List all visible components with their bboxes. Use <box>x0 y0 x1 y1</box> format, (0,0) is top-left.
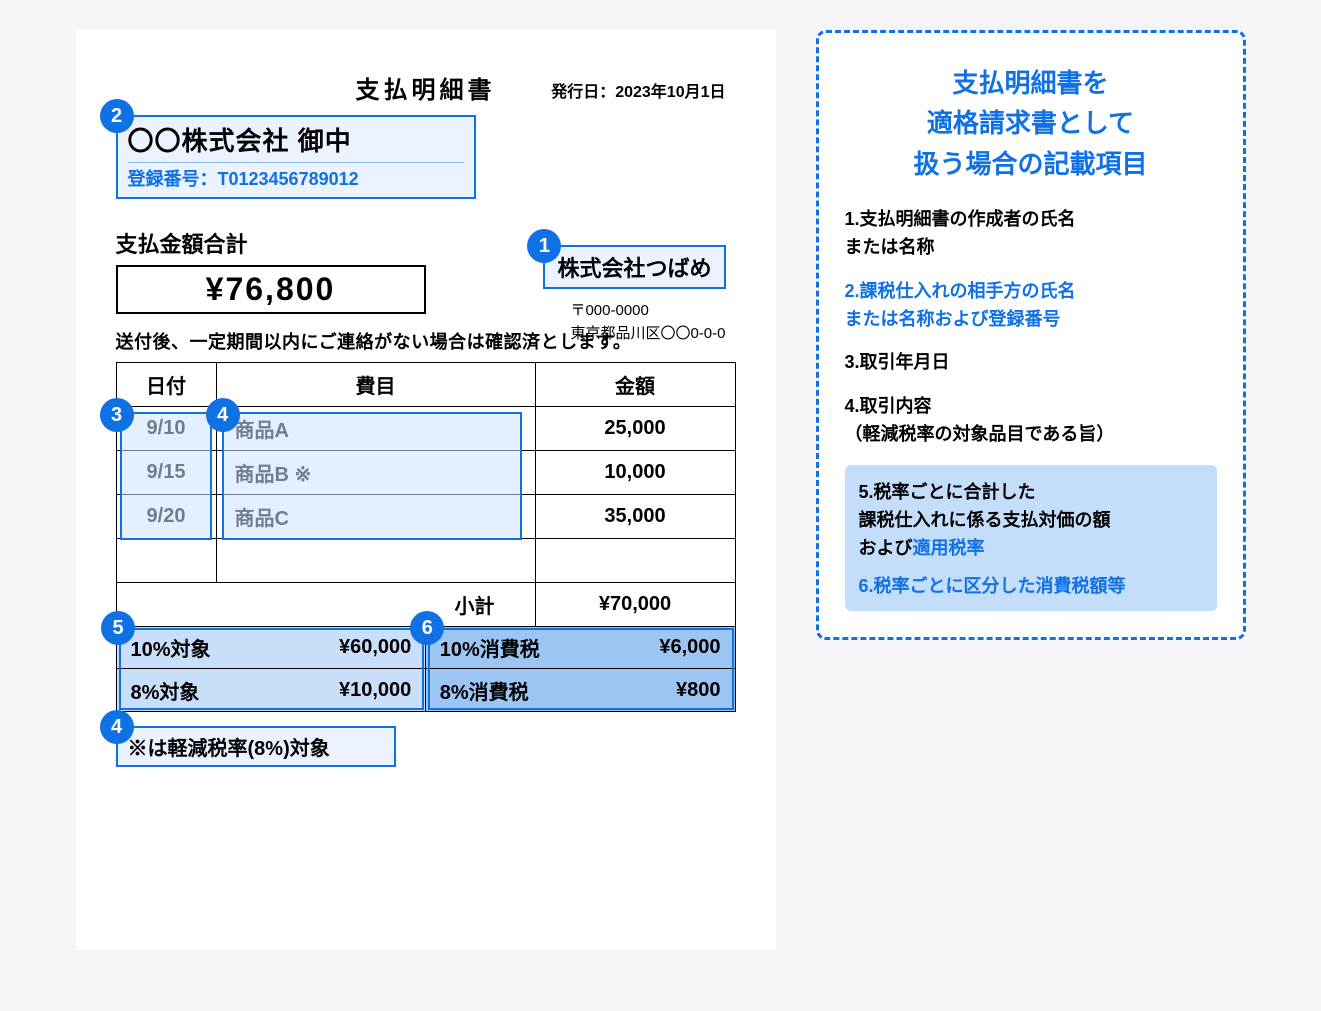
tax-10-amount: 10%消費税 ¥6,000 <box>425 626 736 670</box>
recipient-box: 2 〇〇株式会社 御中 登録番号：T0123456789012 <box>116 115 476 199</box>
info-item-6: 6.税率ごとに区分した消費税額等 <box>859 573 1203 601</box>
info-item-4: 4.取引内容 （軽減税率の対象品目である旨） <box>845 393 1217 449</box>
tax-10-subject: 10%対象 ¥60,000 <box>116 626 427 670</box>
badge-1: 1 <box>527 229 561 263</box>
header-item: 費目 <box>216 363 535 407</box>
info-item-1: 1.支払明細書の作成者の氏名 または名称 <box>845 206 1217 262</box>
payment-document: 支払明細書 発行日：2023年10月1日 2 〇〇株式会社 御中 登録番号：T0… <box>76 30 776 950</box>
subtotal-amount: ¥70,000 <box>535 583 735 627</box>
badge-2: 2 <box>100 99 134 133</box>
tax-8-amount: 8%消費税 ¥800 <box>425 668 736 712</box>
payer-box: 1 株式会社つばめ <box>543 245 725 289</box>
info-panel: 支払明細書を 適格請求書として 扱う場合の記載項目 1.支払明細書の作成者の氏名… <box>816 30 1246 640</box>
badge-4b: 4 <box>100 710 134 744</box>
items-table-wrap: 日付 費目 金額 9/10 商品A 25,000 9/15 商品B ※ 10,0… <box>116 362 736 627</box>
issue-date: 発行日：2023年10月1日 <box>551 78 725 102</box>
table-row: 9/20 商品C 35,000 <box>116 495 735 539</box>
items-table: 日付 費目 金額 9/10 商品A 25,000 9/15 商品B ※ 10,0… <box>116 362 736 627</box>
payer-name: 株式会社つばめ <box>557 256 711 281</box>
info-highlight-block: 5.税率ごとに合計した 課税仕入れに係る支払対価の額 および適用税率 6.税率ご… <box>845 465 1217 611</box>
info-item-2: 2.課税仕入れの相手方の氏名 または名称および登録番号 <box>845 278 1217 334</box>
info-item-5: 5.税率ごとに合計した 課税仕入れに係る支払対価の額 および適用税率 <box>859 479 1203 563</box>
registration-number: 登録番号：T0123456789012 <box>128 162 464 191</box>
total-amount: ¥76,800 <box>116 265 426 314</box>
info-list: 1.支払明細書の作成者の氏名 または名称 2.課税仕入れの相手方の氏名 または名… <box>845 206 1217 449</box>
table-header-row: 日付 費目 金額 <box>116 363 735 407</box>
reduced-rate-note: 4 ※は軽減税率(8%)対象 <box>116 726 396 767</box>
header-amount: 金額 <box>535 363 735 407</box>
badge-4: 4 <box>206 398 240 432</box>
badge-5: 5 <box>101 611 135 645</box>
table-row: 9/15 商品B ※ 10,000 <box>116 451 735 495</box>
table-row-empty <box>116 539 735 583</box>
badge-6: 6 <box>410 611 444 645</box>
info-panel-title: 支払明細書を 適格請求書として 扱う場合の記載項目 <box>845 63 1217 184</box>
badge-3: 3 <box>100 398 134 432</box>
header-date: 日付 <box>116 363 216 407</box>
payer-address: 〒000-0000 東京都品川区〇〇0-0-0 <box>570 300 725 345</box>
info-item-3: 3.取引年月日 <box>845 349 1217 377</box>
recipient-name: 〇〇株式会社 御中 <box>128 121 464 158</box>
tax-8-subject: 8%対象 ¥10,000 <box>116 668 427 712</box>
subtotal-label: 小計 <box>116 583 535 627</box>
tax-breakdown: 10%対象 ¥60,000 10%消費税 ¥6,000 8%対象 ¥10,000… <box>117 627 736 712</box>
